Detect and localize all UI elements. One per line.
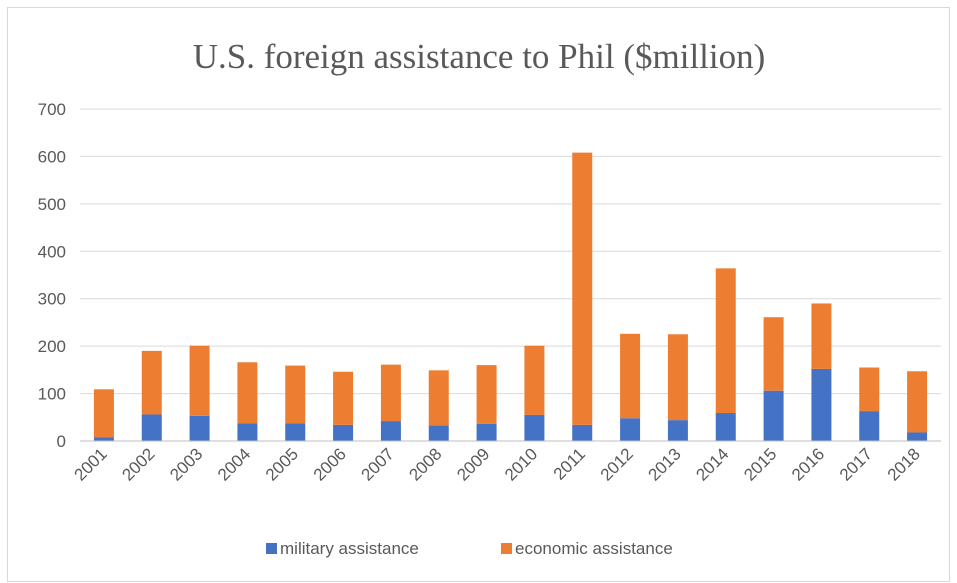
legend-swatch-economic — [501, 543, 512, 554]
bar-military-assistance — [620, 418, 641, 441]
bar-economic-assistance — [93, 389, 114, 438]
y-tick-label: 100 — [38, 385, 66, 404]
bar-economic-assistance — [476, 365, 497, 424]
y-tick-label: 300 — [38, 290, 66, 309]
bar-economic-assistance — [572, 152, 593, 425]
x-tick-label: 2017 — [836, 444, 876, 484]
x-tick-label: 2012 — [597, 444, 637, 484]
bar-military-assistance — [380, 421, 401, 441]
bars — [93, 152, 928, 441]
bar-economic-assistance — [237, 362, 258, 424]
y-tick-label: 0 — [57, 432, 66, 451]
gridlines — [80, 108, 941, 395]
x-tick-label: 2014 — [692, 444, 732, 484]
bar-economic-assistance — [907, 371, 928, 433]
bar-military-assistance — [907, 432, 928, 441]
bar-military-assistance — [763, 390, 784, 441]
bar-military-assistance — [859, 411, 880, 441]
bar-economic-assistance — [189, 345, 210, 416]
bar-military-assistance — [667, 420, 688, 441]
bar-economic-assistance — [333, 371, 354, 425]
x-tick-label: 2005 — [262, 444, 302, 484]
y-tick-label: 500 — [38, 195, 66, 214]
x-tick-label: 2003 — [166, 444, 206, 484]
bar-economic-assistance — [811, 303, 832, 369]
bar-economic-assistance — [667, 334, 688, 421]
bar-economic-assistance — [428, 370, 449, 426]
x-tick-label: 2006 — [310, 444, 350, 484]
legend-label-military: military assistance — [280, 539, 419, 558]
bar-military-assistance — [285, 423, 306, 441]
bar-economic-assistance — [380, 364, 401, 422]
bar-economic-assistance — [859, 367, 880, 412]
chart-title: U.S. foreign assistance to Phil ($millio… — [193, 37, 766, 76]
x-tick-label: 2013 — [645, 444, 685, 484]
y-tick-label: 700 — [38, 100, 66, 119]
x-tick-label: 2004 — [214, 444, 254, 484]
chart-area: U.S. foreign assistance to Phil ($millio… — [7, 7, 950, 582]
bar-military-assistance — [811, 368, 832, 441]
x-axis-ticks: 2001 2002 2003 2004 2005 2006 2007 2008 2009 2010… — [71, 444, 924, 484]
x-tick-label: 2015 — [740, 444, 780, 484]
x-tick-label: 2002 — [118, 444, 158, 484]
legend: military assistance economic assistance — [266, 539, 673, 558]
bar-military-assistance — [237, 423, 258, 441]
stacked-bar-chart: U.S. foreign assistance to Phil ($millio… — [38, 37, 941, 558]
bar-military-assistance — [428, 425, 449, 441]
bar-military-assistance — [476, 423, 497, 441]
legend-label-economic: economic assistance — [515, 539, 673, 558]
bar-military-assistance — [189, 415, 210, 441]
y-axis-ticks: 0 100 200 300 400 500 600 700 — [38, 100, 66, 451]
bar-military-assistance — [141, 414, 162, 441]
x-tick-label: 2018 — [884, 444, 924, 484]
y-tick-label: 400 — [38, 242, 66, 261]
bar-military-assistance — [572, 424, 593, 441]
bar-military-assistance — [333, 424, 354, 441]
legend-swatch-military — [266, 543, 277, 554]
x-tick-label: 2009 — [453, 444, 493, 484]
x-tick-label: 2016 — [788, 444, 828, 484]
y-tick-label: 200 — [38, 337, 66, 356]
x-tick-label: 2001 — [71, 444, 111, 484]
x-tick-label: 2010 — [501, 444, 541, 484]
bar-economic-assistance — [285, 365, 306, 424]
x-tick-label: 2007 — [358, 444, 398, 484]
bar-economic-assistance — [141, 350, 162, 415]
bar-military-assistance — [715, 413, 736, 441]
x-tick-label: 2008 — [405, 444, 445, 484]
x-tick-label: 2011 — [550, 444, 589, 483]
bar-economic-assistance — [715, 268, 736, 414]
bar-economic-assistance — [524, 345, 545, 415]
y-tick-label: 600 — [38, 147, 66, 166]
bar-economic-assistance — [763, 317, 784, 391]
bar-military-assistance — [93, 437, 114, 441]
bar-military-assistance — [524, 414, 545, 441]
bar-economic-assistance — [620, 333, 641, 419]
